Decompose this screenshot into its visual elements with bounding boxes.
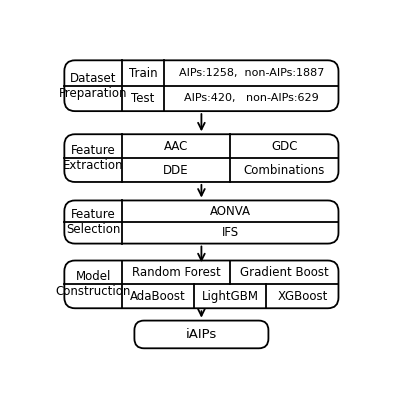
Text: XGBoost: XGBoost xyxy=(277,290,328,303)
Text: AdaBoost: AdaBoost xyxy=(130,290,186,303)
FancyBboxPatch shape xyxy=(134,320,268,348)
Text: Model
Construction: Model Construction xyxy=(55,270,131,298)
Text: Train: Train xyxy=(129,66,158,80)
FancyBboxPatch shape xyxy=(64,60,338,111)
FancyBboxPatch shape xyxy=(64,200,338,244)
Text: Random Forest: Random Forest xyxy=(132,266,220,279)
Text: Test: Test xyxy=(132,92,155,105)
Text: AAC: AAC xyxy=(164,140,188,153)
Text: AIPs:420,   non-AIPs:629: AIPs:420, non-AIPs:629 xyxy=(184,94,319,104)
Text: Feature
Extraction: Feature Extraction xyxy=(63,144,123,172)
Text: Dataset
Preparation: Dataset Preparation xyxy=(59,72,127,100)
Text: LightGBM: LightGBM xyxy=(202,290,259,303)
Text: DDE: DDE xyxy=(163,164,189,176)
FancyBboxPatch shape xyxy=(64,134,338,182)
Text: GDC: GDC xyxy=(271,140,298,153)
Text: iAIPs: iAIPs xyxy=(186,328,217,341)
FancyBboxPatch shape xyxy=(64,260,338,308)
Text: AONVA: AONVA xyxy=(210,205,251,218)
Text: Feature
Selection: Feature Selection xyxy=(66,208,120,236)
Text: AIPs:1258,  non-AIPs:1887: AIPs:1258, non-AIPs:1887 xyxy=(179,68,324,78)
Text: Gradient Boost: Gradient Boost xyxy=(240,266,329,279)
Text: Combinations: Combinations xyxy=(244,164,325,176)
Text: IFS: IFS xyxy=(222,226,239,239)
